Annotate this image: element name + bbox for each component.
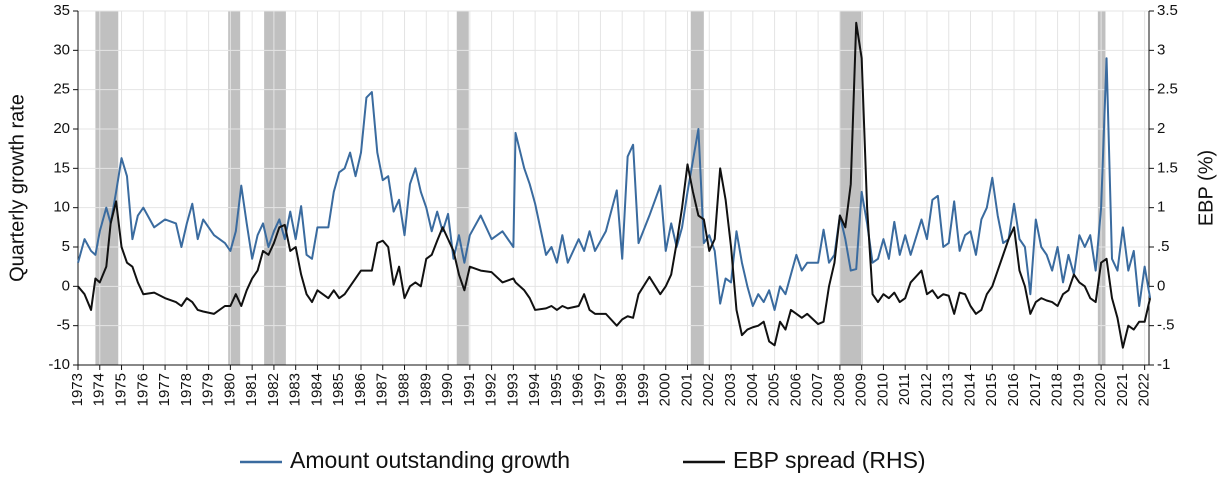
x-tick-label: 1977 xyxy=(156,373,173,406)
x-tick-label: 1989 xyxy=(417,373,434,406)
x-tick-label: 2001 xyxy=(678,373,695,406)
x-tick-label: 2020 xyxy=(1092,373,1109,406)
x-tick-label: 1973 xyxy=(69,373,86,406)
x-tick-label: 1987 xyxy=(374,373,391,406)
x-tick-label: 1996 xyxy=(570,373,587,406)
x-tick-label: 2014 xyxy=(961,373,978,406)
x-tick-label: 1978 xyxy=(178,373,195,406)
recession-band xyxy=(228,11,241,365)
x-tick-label: 1976 xyxy=(134,373,151,406)
y-tick-label: 0 xyxy=(62,277,70,294)
legend-label: Amount outstanding growth xyxy=(290,447,570,473)
x-tick-label: 1984 xyxy=(308,373,325,406)
x-tick-label: 1993 xyxy=(504,373,521,406)
x-tick-label: 2013 xyxy=(940,373,957,406)
y-tick-label: 25 xyxy=(53,81,70,98)
recession-band xyxy=(264,11,286,365)
recession-band xyxy=(839,11,863,365)
y-tick-label: 5 xyxy=(62,238,70,255)
x-tick-label: 2012 xyxy=(918,373,935,406)
y-tick-label: 35 xyxy=(53,2,70,19)
x-tick-label: 2018 xyxy=(1049,373,1066,406)
y-tick-label: 15 xyxy=(53,159,70,176)
x-tick-label: 2003 xyxy=(722,373,739,406)
x-tick-label: 2004 xyxy=(744,373,761,406)
y2-tick-label: 3 xyxy=(1157,41,1165,58)
x-tick-label: 2009 xyxy=(853,373,870,406)
x-tick-label: 1988 xyxy=(395,373,412,406)
x-tick-label: 2002 xyxy=(700,373,717,406)
recession-band xyxy=(456,11,469,365)
x-tick-label: 1991 xyxy=(461,373,478,406)
x-tick-label: 1994 xyxy=(526,373,543,406)
y-tick-label: -5 xyxy=(57,317,70,334)
x-tick-label: 2006 xyxy=(787,373,804,406)
x-tick-label: 2005 xyxy=(766,373,783,406)
x-tick-label: 1975 xyxy=(113,373,130,406)
y2-tick-label: 0 xyxy=(1157,277,1165,294)
y-tick-label: -10 xyxy=(48,356,70,373)
x-tick-label: 1974 xyxy=(91,373,108,406)
x-tick-label: 2016 xyxy=(1005,373,1022,406)
x-tick-label: 1997 xyxy=(591,373,608,406)
y-tick-label: 30 xyxy=(53,41,70,58)
series-line xyxy=(77,57,1152,311)
y2-tick-label: 1 xyxy=(1157,199,1165,216)
x-tick-label: 1992 xyxy=(483,373,500,406)
x-tick-label: 2000 xyxy=(657,373,674,406)
recession-band xyxy=(690,11,704,365)
y2-tick-label: -1 xyxy=(1157,356,1170,373)
x-tick-label: 1995 xyxy=(548,373,565,406)
y2-tick-label: -.5 xyxy=(1157,317,1175,334)
x-tick-label: 2021 xyxy=(1114,373,1131,406)
x-tick-label: 2017 xyxy=(1027,373,1044,406)
x-tick-label: 1985 xyxy=(330,373,347,406)
series-line xyxy=(77,21,1152,349)
x-tick-label: 1990 xyxy=(439,373,456,406)
y-axis-title: Quarterly growth rate xyxy=(6,94,28,282)
x-tick-label: 2019 xyxy=(1070,373,1087,406)
y-tick-label: 10 xyxy=(53,199,70,216)
x-tick-label: 2008 xyxy=(831,373,848,406)
x-tick-label: 2010 xyxy=(874,373,891,406)
y2-tick-label: 2 xyxy=(1157,120,1165,137)
x-tick-label: 1986 xyxy=(352,373,369,406)
y2-tick-label: 2.5 xyxy=(1157,81,1178,98)
legend-label: EBP spread (RHS) xyxy=(733,447,926,473)
x-tick-label: 1983 xyxy=(287,373,304,406)
x-tick-label: 1979 xyxy=(200,373,217,406)
y2-tick-label: 3.5 xyxy=(1157,2,1178,19)
x-tick-label: 1981 xyxy=(243,373,260,406)
y2-tick-label: 1.5 xyxy=(1157,159,1178,176)
x-tick-label: 2007 xyxy=(809,373,826,406)
x-tick-label: 1980 xyxy=(221,373,238,406)
x-tick-label: 2015 xyxy=(983,373,1000,406)
x-tick-label: 1998 xyxy=(613,373,630,406)
x-tick-label: 2011 xyxy=(896,373,913,405)
x-tick-label: 1982 xyxy=(265,373,282,406)
y2-tick-label: .5 xyxy=(1157,238,1170,255)
y2-axis-title: EBP (%) xyxy=(1195,150,1217,226)
x-tick-label: 2022 xyxy=(1136,373,1153,406)
x-tick-label: 1999 xyxy=(635,373,652,406)
y-tick-label: 20 xyxy=(53,120,70,137)
recession-band xyxy=(95,11,119,365)
